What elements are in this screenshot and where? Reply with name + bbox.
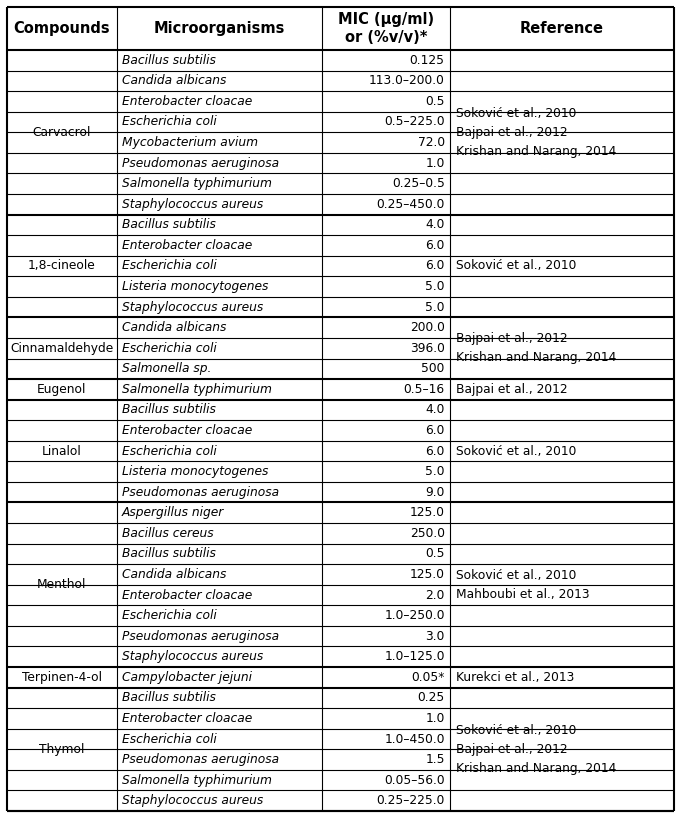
Text: 0.25–0.5: 0.25–0.5 xyxy=(392,178,445,191)
Text: Mycobacterium avium: Mycobacterium avium xyxy=(122,136,257,149)
Text: 200.0: 200.0 xyxy=(410,321,445,335)
Text: Bacillus subtilis: Bacillus subtilis xyxy=(122,547,216,560)
Text: Linalol: Linalol xyxy=(42,444,82,457)
Text: 0.25–450.0: 0.25–450.0 xyxy=(377,198,445,211)
Text: Kurekci et al., 2013: Kurekci et al., 2013 xyxy=(456,671,574,684)
Text: Soković et al., 2010
Bajpai et al., 2012
Krishan and Narang, 2014: Soković et al., 2010 Bajpai et al., 2012… xyxy=(456,724,616,775)
Text: Reference: Reference xyxy=(520,21,604,36)
Text: 500: 500 xyxy=(422,362,445,375)
Text: 1.0–125.0: 1.0–125.0 xyxy=(384,650,445,663)
Text: 6.0: 6.0 xyxy=(426,444,445,457)
Text: 396.0: 396.0 xyxy=(410,342,445,355)
Text: Bacillus subtilis: Bacillus subtilis xyxy=(122,403,216,416)
Text: 6.0: 6.0 xyxy=(426,424,445,437)
Text: 1,8-cineole: 1,8-cineole xyxy=(28,259,96,272)
Text: Salmonella typhimurium: Salmonella typhimurium xyxy=(122,774,272,787)
Text: 0.05*: 0.05* xyxy=(411,671,445,684)
Text: Pseudomonas aeruginosa: Pseudomonas aeruginosa xyxy=(122,753,279,766)
Text: Staphylococcus aureus: Staphylococcus aureus xyxy=(122,794,263,807)
Text: 125.0: 125.0 xyxy=(410,568,445,581)
Text: Soković et al., 2010
Bajpai et al., 2012
Krishan and Narang, 2014: Soković et al., 2010 Bajpai et al., 2012… xyxy=(456,107,616,158)
Text: Bajpai et al., 2012
Krishan and Narang, 2014: Bajpai et al., 2012 Krishan and Narang, … xyxy=(456,332,616,364)
Text: 6.0: 6.0 xyxy=(426,259,445,272)
Text: Staphylococcus aureus: Staphylococcus aureus xyxy=(122,300,263,313)
Text: Microorganisms: Microorganisms xyxy=(154,21,285,36)
Text: Carvacrol: Carvacrol xyxy=(33,126,91,139)
Text: Salmonella typhimurium: Salmonella typhimurium xyxy=(122,383,272,396)
Text: 5.0: 5.0 xyxy=(425,280,445,293)
Text: 0.125: 0.125 xyxy=(410,54,445,67)
Text: Pseudomonas aeruginosa: Pseudomonas aeruginosa xyxy=(122,156,279,169)
Text: 9.0: 9.0 xyxy=(426,486,445,499)
Text: Staphylococcus aureus: Staphylococcus aureus xyxy=(122,198,263,211)
Text: Candida albicans: Candida albicans xyxy=(122,74,226,88)
Text: 4.0: 4.0 xyxy=(426,403,445,416)
Text: Escherichia coli: Escherichia coli xyxy=(122,115,217,128)
Text: 0.25–225.0: 0.25–225.0 xyxy=(377,794,445,807)
Text: Escherichia coli: Escherichia coli xyxy=(122,732,217,745)
Text: Soković et al., 2010: Soković et al., 2010 xyxy=(456,444,576,457)
Text: 3.0: 3.0 xyxy=(426,630,445,643)
Text: 0.5–225.0: 0.5–225.0 xyxy=(384,115,445,128)
Text: Bacillus cereus: Bacillus cereus xyxy=(122,527,213,540)
Text: Listeria monocytogenes: Listeria monocytogenes xyxy=(122,465,268,479)
Text: 2.0: 2.0 xyxy=(426,588,445,601)
Text: Enterobacter cloacae: Enterobacter cloacae xyxy=(122,424,252,437)
Text: 113.0–200.0: 113.0–200.0 xyxy=(369,74,445,88)
Text: Aspergillus niger: Aspergillus niger xyxy=(122,506,224,519)
Text: 72.0: 72.0 xyxy=(417,136,445,149)
Text: Menthol: Menthol xyxy=(37,578,86,591)
Text: MIC (μg/ml)
or (%v/v)*: MIC (μg/ml) or (%v/v)* xyxy=(338,12,434,45)
Text: Escherichia coli: Escherichia coli xyxy=(122,609,217,622)
Text: Soković et al., 2010: Soković et al., 2010 xyxy=(456,259,576,272)
Text: 1.5: 1.5 xyxy=(425,753,445,766)
Text: 0.25: 0.25 xyxy=(417,691,445,704)
Text: Staphylococcus aureus: Staphylococcus aureus xyxy=(122,650,263,663)
Text: Escherichia coli: Escherichia coli xyxy=(122,444,217,457)
Text: Bacillus subtilis: Bacillus subtilis xyxy=(122,218,216,231)
Text: 125.0: 125.0 xyxy=(410,506,445,519)
Text: 5.0: 5.0 xyxy=(425,300,445,313)
Text: 5.0: 5.0 xyxy=(425,465,445,479)
Text: Eugenol: Eugenol xyxy=(37,383,86,396)
Text: 1.0: 1.0 xyxy=(426,156,445,169)
Text: Bacillus subtilis: Bacillus subtilis xyxy=(122,691,216,704)
Text: Enterobacter cloacae: Enterobacter cloacae xyxy=(122,239,252,252)
Text: Cinnamaldehyde: Cinnamaldehyde xyxy=(10,342,114,355)
Text: 1.0–250.0: 1.0–250.0 xyxy=(384,609,445,622)
Text: Pseudomonas aeruginosa: Pseudomonas aeruginosa xyxy=(122,486,279,499)
Text: Escherichia coli: Escherichia coli xyxy=(122,342,217,355)
Text: 4.0: 4.0 xyxy=(426,218,445,231)
Text: Escherichia coli: Escherichia coli xyxy=(122,259,217,272)
Text: Salmonella sp.: Salmonella sp. xyxy=(122,362,211,375)
Text: Candida albicans: Candida albicans xyxy=(122,568,226,581)
Text: Bajpai et al., 2012: Bajpai et al., 2012 xyxy=(456,383,567,396)
Text: Enterobacter cloacae: Enterobacter cloacae xyxy=(122,712,252,725)
Text: Enterobacter cloacae: Enterobacter cloacae xyxy=(122,95,252,108)
Text: Enterobacter cloacae: Enterobacter cloacae xyxy=(122,588,252,601)
Text: Terpinen-4-ol: Terpinen-4-ol xyxy=(22,671,102,684)
Text: Thymol: Thymol xyxy=(39,743,84,756)
Text: Pseudomonas aeruginosa: Pseudomonas aeruginosa xyxy=(122,630,279,643)
Text: Compounds: Compounds xyxy=(14,21,110,36)
Text: 250.0: 250.0 xyxy=(410,527,445,540)
Text: Soković et al., 2010
Mahboubi et al., 2013: Soković et al., 2010 Mahboubi et al., 20… xyxy=(456,569,589,600)
Text: 0.5–16: 0.5–16 xyxy=(404,383,445,396)
Text: Campylobacter jejuni: Campylobacter jejuni xyxy=(122,671,252,684)
Text: 0.5: 0.5 xyxy=(425,95,445,108)
Text: 0.05–56.0: 0.05–56.0 xyxy=(384,774,445,787)
Text: Salmonella typhimurium: Salmonella typhimurium xyxy=(122,178,272,191)
Text: 6.0: 6.0 xyxy=(426,239,445,252)
Text: 1.0: 1.0 xyxy=(426,712,445,725)
Text: 0.5: 0.5 xyxy=(425,547,445,560)
Text: 1.0–450.0: 1.0–450.0 xyxy=(384,732,445,745)
Text: Candida albicans: Candida albicans xyxy=(122,321,226,335)
Text: Listeria monocytogenes: Listeria monocytogenes xyxy=(122,280,268,293)
Text: Bacillus subtilis: Bacillus subtilis xyxy=(122,54,216,67)
